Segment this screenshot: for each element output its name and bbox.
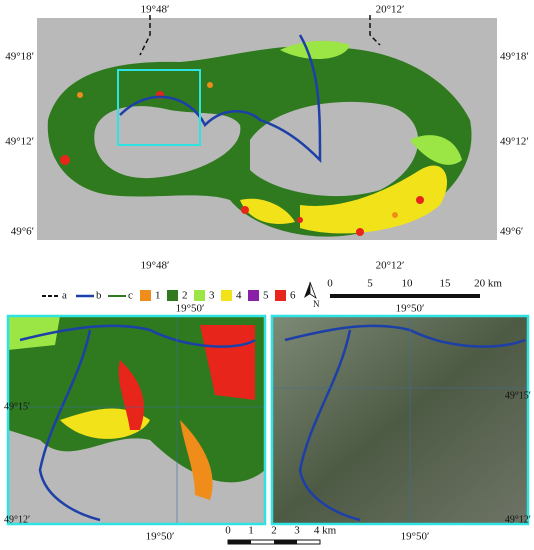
legend-label: 5	[263, 290, 269, 302]
coord-label: 49°12′	[4, 514, 30, 525]
legend-label: 6	[290, 290, 296, 302]
class-4-area	[240, 198, 295, 224]
inset-frame	[117, 69, 201, 146]
legend-label: 4	[236, 290, 242, 302]
coord-label: 19°48′	[141, 4, 170, 16]
coord-label: 49°12′	[5, 136, 34, 148]
scale-label: 2	[271, 525, 277, 537]
boundary-b	[284, 324, 526, 522]
scale-bar-segment	[228, 540, 251, 544]
scale-label: 15	[440, 278, 452, 290]
coord-label: 49°12′	[505, 514, 531, 525]
class-1-patches	[77, 82, 398, 218]
coord-label: 49°18′	[500, 51, 529, 63]
north-arrow	[309, 281, 317, 300]
panel-frame	[6, 314, 267, 526]
class-3-area	[410, 135, 462, 165]
boundary-b	[19, 324, 256, 522]
scale-label: 4 km	[314, 525, 337, 537]
class-6-patches	[60, 91, 424, 236]
left-panel: 19°50′ 19°50′ 49°15′ 49°12′	[4, 303, 267, 543]
coord-label: 19°50′	[396, 303, 425, 315]
boundary-b	[119, 34, 322, 164]
legend: a b c 1 2 3 4 5 6 N	[42, 281, 320, 309]
legend-label: 1	[155, 290, 161, 302]
panel-frame	[270, 314, 530, 526]
coord-label: 19°48′	[141, 260, 170, 272]
boundary-a	[139, 15, 381, 56]
legend-swatch	[194, 290, 205, 301]
legend-label: 3	[209, 290, 215, 302]
scale-label: 5	[367, 278, 373, 290]
scale-label: 0	[225, 525, 231, 537]
satellite-image	[272, 316, 528, 524]
class-3-area	[8, 316, 60, 350]
coord-label: 49°12′	[500, 136, 529, 148]
coord-label: 19°50′	[401, 531, 430, 543]
coord-label: 49°6′	[11, 226, 34, 238]
coord-label: 49°15′	[4, 401, 30, 412]
scale-bar-body	[330, 294, 480, 298]
scale-bar-segment	[274, 540, 297, 544]
legend-label: b	[96, 290, 102, 302]
legend-swatch	[248, 290, 259, 301]
coord-label: 19°50′	[146, 531, 175, 543]
north-label: N	[313, 299, 320, 309]
legend-label: c	[128, 290, 133, 302]
legend-label: 2	[182, 290, 188, 302]
gap	[250, 101, 419, 197]
scale-bar: 0 5 10 15 20 km	[327, 278, 502, 298]
scale-label: 0	[327, 278, 333, 290]
legend-swatch	[275, 290, 286, 301]
class-3-area	[280, 40, 350, 60]
legend-swatch	[167, 290, 178, 301]
legend-swatch	[221, 290, 232, 301]
class-6-area	[118, 360, 144, 430]
scale-label: 20 km	[474, 278, 502, 290]
class-4-area	[300, 165, 448, 234]
class-6-area	[200, 325, 255, 400]
north-arrow	[304, 282, 310, 298]
coord-label: 20°12′	[376, 260, 405, 272]
legend-label: a	[62, 290, 67, 302]
coord-label: 49°15′	[505, 390, 531, 401]
scale-bar: 0 1 2 3 4 km	[225, 525, 337, 545]
scale-label: 3	[294, 525, 300, 537]
legend-swatch	[140, 290, 151, 301]
coord-label: 49°6′	[500, 226, 523, 238]
coord-label: 19°50′	[176, 303, 205, 315]
scale-label: 10	[402, 278, 414, 290]
scale-label: 1	[248, 525, 254, 537]
class-1-area	[180, 420, 213, 500]
top-map: 19°48′ 20°12′ 19°48′ 20°12′ 49°18′ 49°12…	[5, 4, 529, 272]
right-panel: 19°50′ 19°50′ 49°15′ 49°12′	[270, 303, 531, 543]
coord-label: 20°12′	[376, 4, 405, 16]
coord-label: 49°18′	[5, 51, 34, 63]
